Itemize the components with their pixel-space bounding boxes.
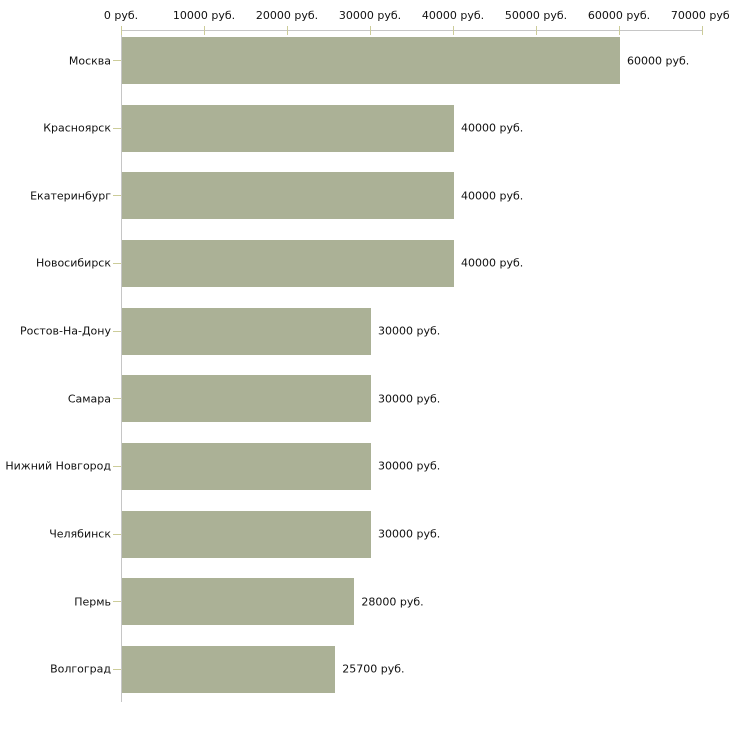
x-axis-line — [121, 30, 703, 31]
x-axis-tick — [204, 26, 205, 35]
x-axis-tick-label: 40000 руб. — [421, 9, 485, 22]
category-tick — [113, 668, 121, 670]
x-axis-tick-label: 50000 руб. — [504, 9, 568, 22]
category-tick — [113, 127, 121, 129]
category-tick — [113, 398, 121, 400]
category-label: Красноярск — [43, 121, 111, 135]
bar — [122, 645, 336, 693]
x-axis-tick — [287, 26, 288, 35]
bar — [122, 37, 620, 84]
category-tick — [113, 465, 121, 467]
category-label: Пермь — [74, 595, 111, 609]
x-axis-tick — [370, 26, 371, 35]
category-label: Самара — [67, 392, 111, 406]
bar — [122, 172, 454, 220]
x-axis-tick-label: 60000 руб. — [587, 9, 651, 22]
category-tick — [113, 262, 121, 264]
x-axis-tick — [536, 26, 537, 35]
bar-value-label: 30000 руб. — [378, 324, 441, 338]
x-axis-tick-label: 30000 руб. — [338, 9, 402, 22]
bar — [122, 307, 371, 355]
bar — [122, 104, 454, 152]
bar-value-label: 40000 руб. — [461, 189, 524, 203]
category-tick — [113, 195, 121, 197]
bar-value-label: 30000 руб. — [378, 392, 441, 406]
bar-value-label: 60000 руб. — [627, 54, 690, 67]
x-axis-tick-label: 0 руб. — [103, 9, 139, 22]
category-label: Челябинск — [49, 527, 111, 541]
bar-value-label: 40000 руб. — [461, 256, 524, 270]
bar-value-label: 28000 руб. — [361, 595, 424, 609]
category-label: Новосибирск — [35, 256, 111, 270]
category-label: Ростов-На-Дону — [19, 324, 111, 338]
bar-value-label: 40000 руб. — [461, 121, 524, 135]
category-tick — [113, 330, 121, 332]
category-tick — [113, 601, 121, 603]
bar-value-label: 30000 руб. — [378, 459, 441, 473]
bar — [122, 442, 371, 490]
bar — [122, 510, 371, 558]
x-axis-tick — [619, 26, 620, 35]
x-axis-tick-label: 20000 руб. — [255, 9, 319, 22]
category-label: Нижний Новгород — [5, 459, 111, 473]
y-axis-line — [121, 30, 122, 702]
category-label: Москва — [68, 54, 111, 67]
bar-value-label: 25700 руб. — [342, 662, 405, 676]
category-label: Екатеринбург — [30, 189, 111, 203]
category-tick — [113, 533, 121, 535]
x-axis-tick — [453, 26, 454, 35]
bar — [122, 375, 371, 423]
category-label: Волгоград — [50, 662, 111, 676]
x-axis-tick — [702, 26, 703, 35]
category-tick — [113, 60, 121, 61]
bar — [122, 578, 355, 626]
x-axis-tick-label: 70000 руб. — [670, 9, 730, 22]
bar — [122, 239, 454, 287]
x-axis-tick — [121, 26, 122, 35]
x-axis-tick-label: 10000 руб. — [172, 9, 236, 22]
bar-value-label: 30000 руб. — [378, 527, 441, 541]
